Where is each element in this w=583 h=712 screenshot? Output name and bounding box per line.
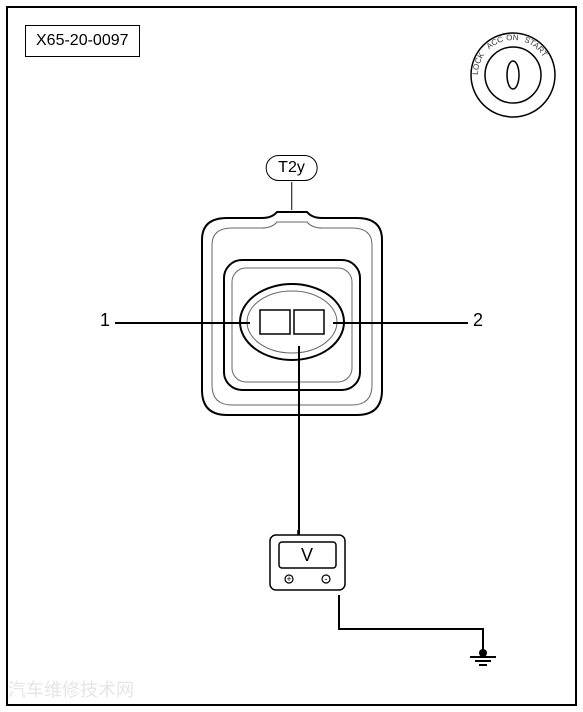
svg-text:ON: ON [506, 33, 519, 43]
ignition-pos-start: START [523, 35, 549, 58]
voltmeter-icon: V + - [265, 530, 350, 595]
diagram-code: X65-20-0097 [36, 32, 129, 49]
ground-icon [470, 648, 496, 668]
meter-ground-wire-2 [338, 628, 482, 630]
svg-text:START: START [523, 35, 549, 58]
meter-ground-wire-1 [338, 595, 340, 630]
voltmeter-negative: - [325, 574, 328, 584]
wire-to-meter [298, 346, 300, 546]
label-leader-line [291, 182, 293, 210]
voltmeter-positive: + [286, 574, 291, 584]
connector-label-box: T2y [265, 155, 318, 181]
pin-1-leader [115, 322, 250, 324]
pin-2-leader [333, 322, 468, 324]
pin-1-label: 1 [100, 310, 110, 331]
diagram-code-box: X65-20-0097 [25, 25, 140, 57]
watermark-text: 汽车维修技术网 [8, 676, 134, 702]
voltmeter-symbol: V [301, 545, 313, 565]
connector-label: T2y [278, 159, 305, 176]
ignition-pos-on: ON [506, 33, 519, 43]
ignition-switch-icon: LOCK ACC ON START [468, 30, 558, 120]
connector-icon [162, 210, 422, 440]
pin-2-label: 2 [473, 310, 483, 331]
meter-ground-wire-3 [482, 628, 484, 650]
